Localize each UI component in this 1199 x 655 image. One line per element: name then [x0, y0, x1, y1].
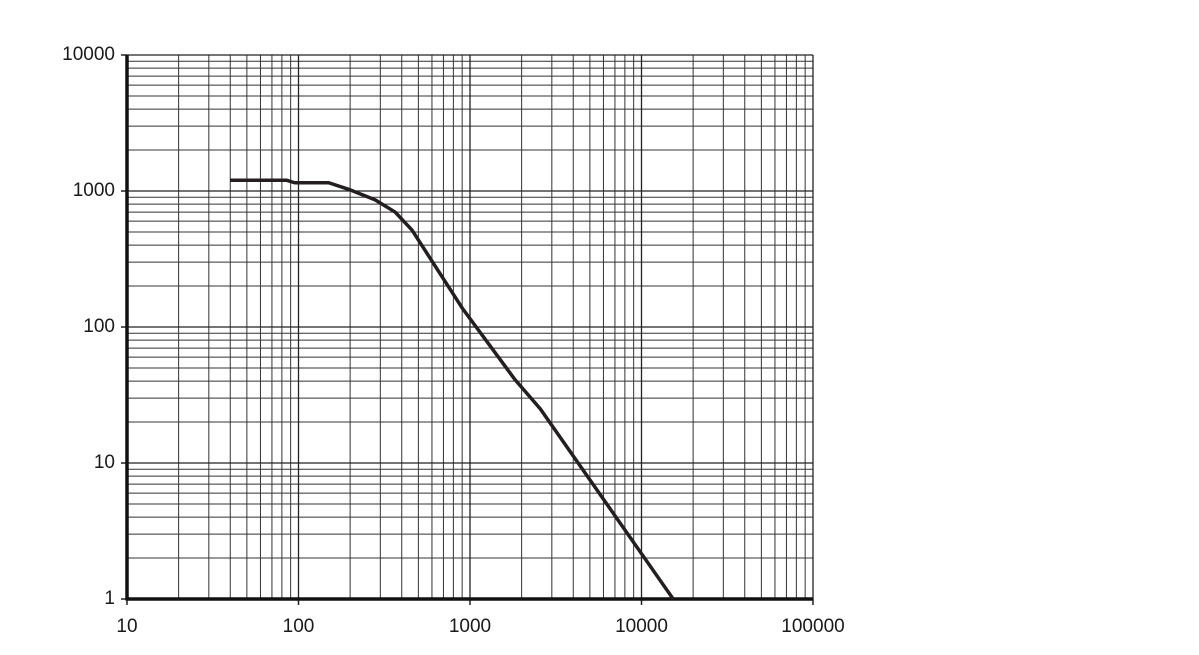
data-line: [230, 178, 675, 601]
x-tick-label: 10: [116, 616, 137, 637]
y-tick-label: 10: [94, 452, 115, 473]
x-tick-label: 10000: [615, 616, 668, 637]
y-tick-label: 1000: [73, 180, 115, 201]
x-tick-label: 1000: [449, 616, 491, 637]
x-tick-label: 100: [283, 616, 315, 637]
x-tick-label: 100000: [781, 616, 844, 637]
y-tick-label: 10000: [62, 44, 115, 65]
y-tick-label: 100: [83, 316, 115, 337]
y-tick-label: 1: [104, 588, 115, 609]
